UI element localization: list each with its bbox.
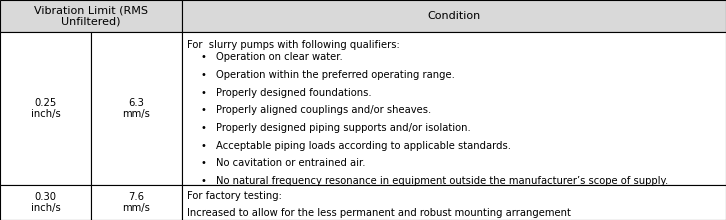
Text: Increased to allow for the less permanent and robust mounting arrangement: Increased to allow for the less permanen… [187, 208, 571, 218]
Bar [182, 32, 726, 185]
Text: •: • [200, 52, 206, 62]
Bar [0, 185, 91, 220]
Text: Properly designed piping supports and/or isolation.: Properly designed piping supports and/or… [216, 123, 471, 133]
Text: Properly designed foundations.: Properly designed foundations. [216, 88, 372, 98]
Bar [0, 32, 91, 185]
Bar [182, 185, 726, 220]
Text: Operation on clear water.: Operation on clear water. [216, 52, 343, 62]
Text: •: • [200, 88, 206, 98]
Text: 6.3
mm/s: 6.3 mm/s [122, 97, 150, 119]
Text: For  slurry pumps with following qualifiers:: For slurry pumps with following qualifie… [187, 40, 400, 50]
Text: No cavitation or entrained air.: No cavitation or entrained air. [216, 158, 366, 168]
Text: Properly aligned couplings and/or sheaves.: Properly aligned couplings and/or sheave… [216, 105, 431, 115]
Text: •: • [200, 158, 206, 168]
Text: •: • [200, 70, 206, 80]
Text: 0.25
inch/s: 0.25 inch/s [30, 97, 60, 119]
Text: •: • [200, 105, 206, 115]
Bar [182, 0, 726, 32]
Text: Condition: Condition [427, 11, 481, 21]
Text: 7.6
mm/s: 7.6 mm/s [122, 192, 150, 213]
Text: 0.30
inch/s: 0.30 inch/s [30, 192, 60, 213]
Text: For factory testing:: For factory testing: [187, 191, 282, 201]
Text: Vibration Limit (RMS
Unfiltered): Vibration Limit (RMS Unfiltered) [33, 5, 148, 27]
Text: Operation within the preferred operating range.: Operation within the preferred operating… [216, 70, 455, 80]
Bar [0, 0, 182, 32]
Text: •: • [200, 123, 206, 133]
Bar [91, 185, 182, 220]
Text: •: • [200, 141, 206, 151]
Text: No natural frequency resonance in equipment outside the manufacturer’s scope of : No natural frequency resonance in equipm… [216, 176, 669, 186]
Text: Acceptable piping loads according to applicable standards.: Acceptable piping loads according to app… [216, 141, 511, 151]
Bar [91, 32, 182, 185]
Text: •: • [200, 176, 206, 186]
